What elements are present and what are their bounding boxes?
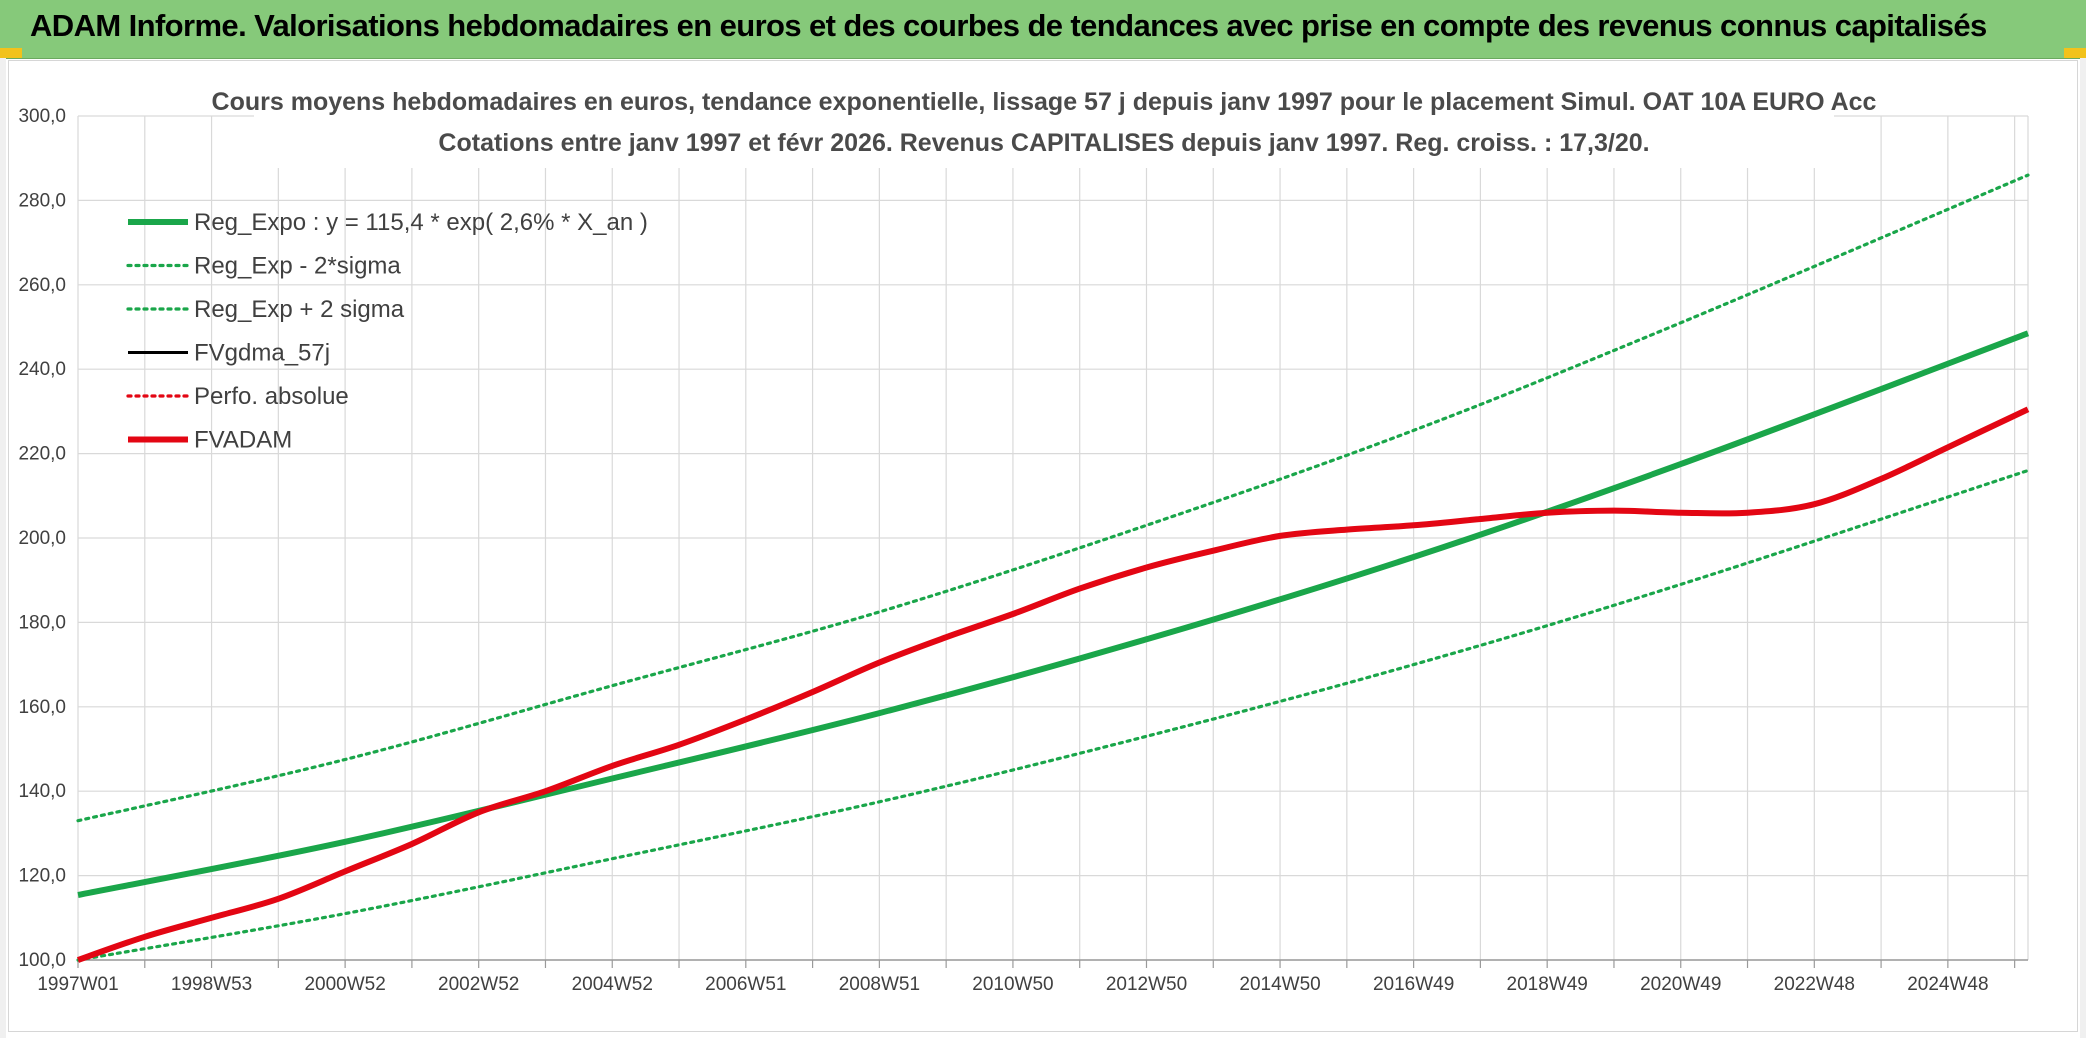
series-line-2 <box>76 468 2030 962</box>
y-tick-label: 140,0 <box>18 781 66 802</box>
series-line-6 <box>77 406 2030 963</box>
x-tick-label: 2010W50 <box>972 974 1053 995</box>
y-tick-label: 120,0 <box>18 866 66 887</box>
legend-label: Reg_Exp + 2 sigma <box>194 296 405 323</box>
y-tick-label: 180,0 <box>18 612 66 633</box>
title-background <box>254 80 1834 168</box>
y-tick-label: 300,0 <box>18 106 66 127</box>
legend-label: FVADAM <box>194 427 292 454</box>
x-tick-label: 2006W51 <box>705 974 786 995</box>
y-tick-label: 100,0 <box>18 950 66 971</box>
x-tick-label: 2014W50 <box>1239 974 1320 995</box>
y-tick-label: 260,0 <box>18 275 66 296</box>
banner-corner-left <box>0 48 22 58</box>
legend: Reg_Expo : y = 115,4 * exp( 2,6% * X_an … <box>126 209 648 454</box>
banner: ADAM Informe. Valorisations hebdomadaire… <box>0 0 2086 59</box>
x-tick-label: 2024W48 <box>1907 974 1988 995</box>
legend-label: Reg_Exp - 2*sigma <box>194 253 401 280</box>
legend-label: Perfo. absolue <box>194 383 349 410</box>
banner-corner-right <box>2064 48 2086 58</box>
right-edge <box>2080 58 2086 1038</box>
x-tick-label: 1998W53 <box>171 974 252 995</box>
y-tick-label: 220,0 <box>18 444 66 465</box>
x-tick-label: 2022W48 <box>1774 974 1855 995</box>
series-line-3 <box>76 173 2030 823</box>
y-tick-label: 160,0 <box>18 697 66 718</box>
x-tick-label: 1997W01 <box>37 974 118 995</box>
y-tick-label: 200,0 <box>18 528 66 549</box>
left-edge <box>0 58 6 1038</box>
x-tick-label: 2000W52 <box>304 974 385 995</box>
y-tick-label: 240,0 <box>18 359 66 380</box>
x-tick-label: 2016W49 <box>1373 974 1454 995</box>
banner-title: ADAM Informe. Valorisations hebdomadaire… <box>30 8 1987 43</box>
axes: 100,0 120,0 140,0 160,0 180,0 200,0 220,0 240,0… <box>18 106 2028 995</box>
x-tick-label: 2020W49 <box>1640 974 1721 995</box>
legend-label: FVgdma_57j <box>194 340 330 367</box>
x-tick-label: 2018W49 <box>1507 974 1588 995</box>
y-tick-label: 280,0 <box>18 190 66 211</box>
chart-subtitle: Cotations entre janv 1997 et févr 2026. … <box>438 129 1649 157</box>
x-tick-label: 2012W50 <box>1106 974 1187 995</box>
x-tick-label: 2002W52 <box>438 974 519 995</box>
x-tick-label: 2004W52 <box>572 974 653 995</box>
series-line-1 <box>77 330 2030 898</box>
legend-label: Reg_Expo : y = 115,4 * exp( 2,6% * X_an … <box>194 209 648 236</box>
chart-title: Cours moyens hebdomadaires en euros, ten… <box>212 88 1877 116</box>
x-tick-label: 2008W51 <box>839 974 920 995</box>
series-layer <box>76 173 2030 963</box>
